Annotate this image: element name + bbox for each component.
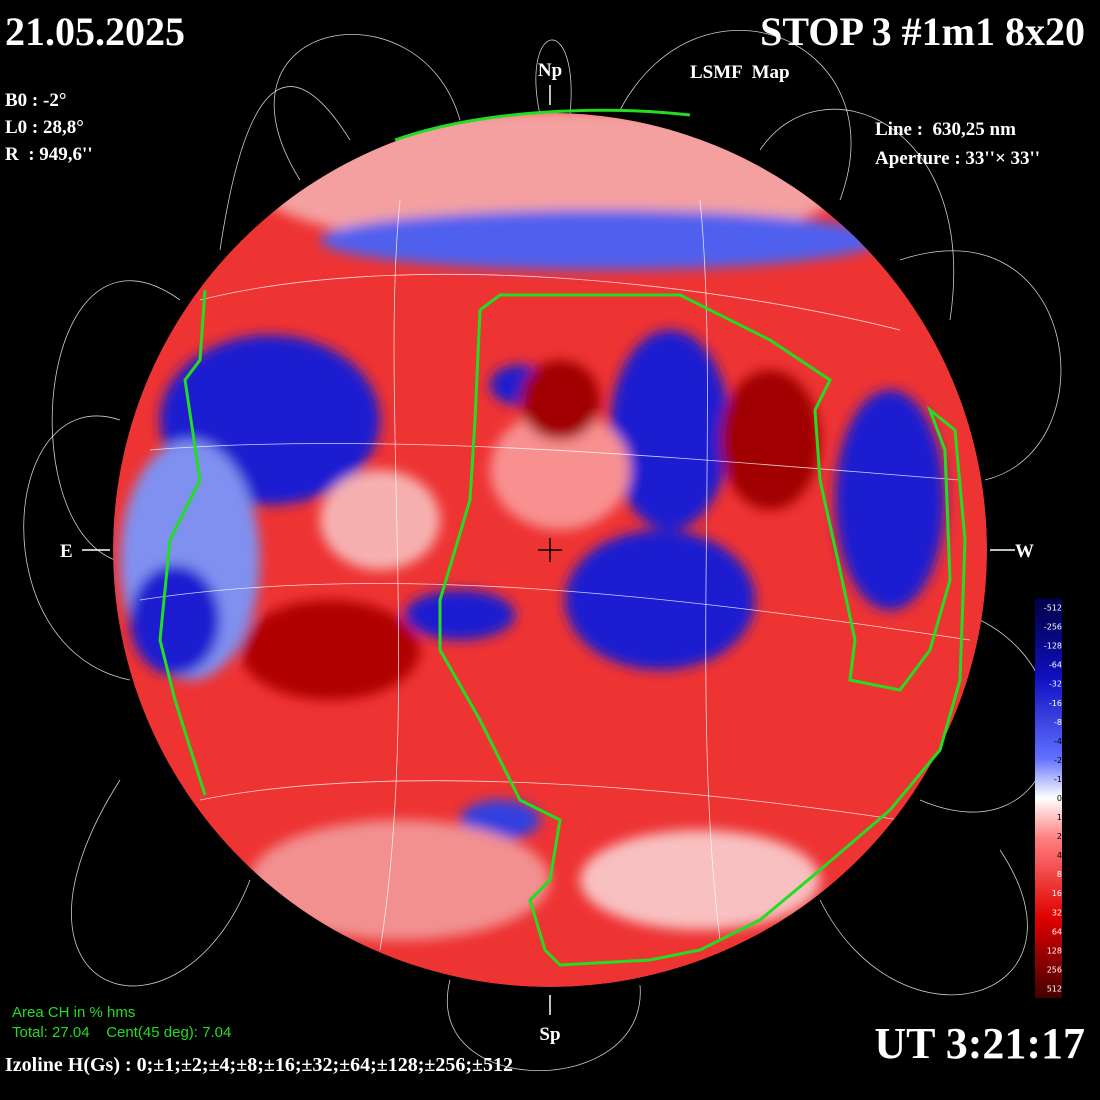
colorbar-label: 8	[1057, 870, 1062, 879]
title: STOP 3 #1m1 8x20	[760, 9, 1085, 54]
time: UT 3:21:17	[874, 1019, 1085, 1068]
west-label: W	[1015, 541, 1034, 562]
subtitle: LSMF Map	[690, 62, 790, 83]
east-label: E	[60, 541, 73, 562]
param: R : 949,6''	[5, 144, 93, 165]
solar-disk	[113, 113, 987, 987]
area-values: Total: 27.04 Cent(45 deg): 7.04	[12, 1024, 231, 1041]
param: Aperture : 33''× 33''	[875, 148, 1040, 169]
colorbar	[1035, 598, 1062, 998]
colorbar-label: 0	[1057, 794, 1062, 803]
param: Line : 630,25 nm	[875, 119, 1016, 140]
colorbar-label: 1	[1057, 813, 1062, 822]
colorbar-label: -64	[1049, 661, 1062, 670]
colorbar-label: 256	[1047, 965, 1062, 974]
colorbar-label: 64	[1052, 927, 1062, 936]
colorbar-label: -32	[1049, 680, 1062, 689]
colorbar-label: 4	[1057, 851, 1062, 860]
colorbar-label: 128	[1047, 946, 1062, 955]
colorbar-label: -8	[1054, 718, 1062, 727]
colorbar-label: -1	[1054, 775, 1062, 784]
colorbar-label: -2	[1054, 756, 1062, 765]
disk-center-cross	[538, 538, 562, 562]
colorbar-label: 16	[1052, 889, 1062, 898]
colorbar-label: 512	[1047, 984, 1062, 993]
param: B0 : -2°	[5, 90, 66, 111]
south-label: Sp	[539, 1024, 560, 1045]
colorbar-labels: -512 -256 -128 -64 -32 -16 -8 -4 -2 -1 0 1 2 4 8 16 32 64…	[1044, 604, 1062, 994]
area-title: Area CH in % hms	[12, 1004, 135, 1021]
colorbar-label: 32	[1052, 908, 1062, 917]
colorbar-label: -16	[1049, 699, 1062, 708]
north-label: Np	[538, 60, 562, 81]
date: 21.05.2025	[5, 9, 185, 54]
axis-ticks	[82, 85, 1015, 1015]
colorbar-label: -512	[1044, 604, 1062, 613]
colorbar-label: -256	[1044, 623, 1062, 632]
colorbar-label: -128	[1044, 642, 1062, 651]
param: L0 : 28,8°	[5, 117, 84, 138]
colorbar-label: 2	[1057, 832, 1062, 841]
coronal-hole-contours	[158, 108, 967, 967]
colorbar-label: -4	[1054, 737, 1062, 746]
izoline: Izoline H(Gs) : 0;±1;±2;±4;±8;±16;±32;±6…	[5, 1054, 513, 1076]
